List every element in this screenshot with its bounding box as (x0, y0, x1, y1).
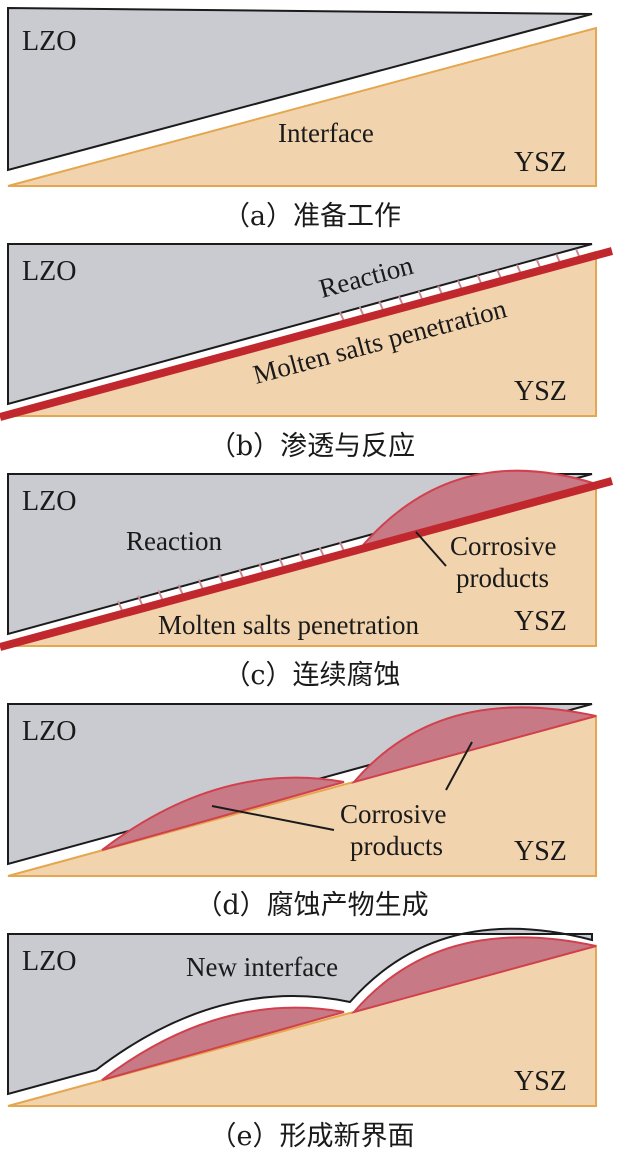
leader-line (445, 741, 473, 791)
lzo-label: LZO (22, 26, 76, 57)
leader-line (415, 531, 447, 567)
panel-a: LZO Interface YSZ （a）准备工作 (7, 6, 597, 232)
corrosive-products-label-line1: Corrosive (450, 531, 557, 561)
lzo-layer (7, 243, 593, 406)
molten-salt-penetration-band (0, 247, 614, 421)
ysz-label: YSZ (514, 376, 567, 407)
corrosive-product-dome (101, 1006, 345, 1081)
corrosive-products-label-line1: Corrosive (340, 799, 447, 829)
panel-e: LZO New interface YSZ （e）形成新界面 (7, 927, 597, 1152)
panel-b: LZO Reaction Molten salts penetration YS… (0, 243, 614, 462)
new-interface-label: New interface (186, 952, 338, 982)
lzo-label: LZO (22, 946, 76, 977)
panel-caption: （a）准备工作 (223, 201, 401, 232)
lzo-label: LZO (22, 486, 76, 517)
panel-caption: （d）腐蚀产物生成 (195, 890, 428, 921)
reaction-label: Reaction (126, 526, 222, 556)
leader-line (211, 805, 335, 831)
corrosive-products-label-line2: products (456, 563, 549, 593)
lzo-layer (7, 6, 593, 172)
ysz-label: YSZ (514, 147, 567, 178)
panel-c: LZO Reaction Corrosive products Molten s… (0, 469, 614, 691)
molten-salt-penetration-band (0, 477, 614, 651)
panel-caption: （b）渗透与反应 (209, 431, 415, 462)
lzo-layer (7, 927, 593, 1096)
corrosive-product-dome (101, 776, 345, 851)
ysz-substrate (7, 26, 597, 187)
interface-label: Interface (278, 118, 374, 148)
lzo-label: LZO (22, 256, 76, 287)
lzo-label: LZO (22, 716, 76, 747)
ysz-label: YSZ (514, 1066, 567, 1097)
ysz-label: YSZ (514, 836, 567, 867)
corrosive-products-label-line2: products (350, 831, 443, 861)
panel-caption: （e）形成新界面 (210, 1121, 415, 1152)
corrosive-product-dome (351, 706, 597, 784)
penetration-label: Molten salts penetration (158, 610, 419, 640)
corrosive-product-dome (351, 936, 597, 1014)
ysz-label: YSZ (514, 606, 567, 637)
panel-d: LZO Corrosive products YSZ （d）腐蚀产物生成 (7, 703, 597, 921)
panel-caption: （c）连续腐蚀 (223, 660, 400, 691)
